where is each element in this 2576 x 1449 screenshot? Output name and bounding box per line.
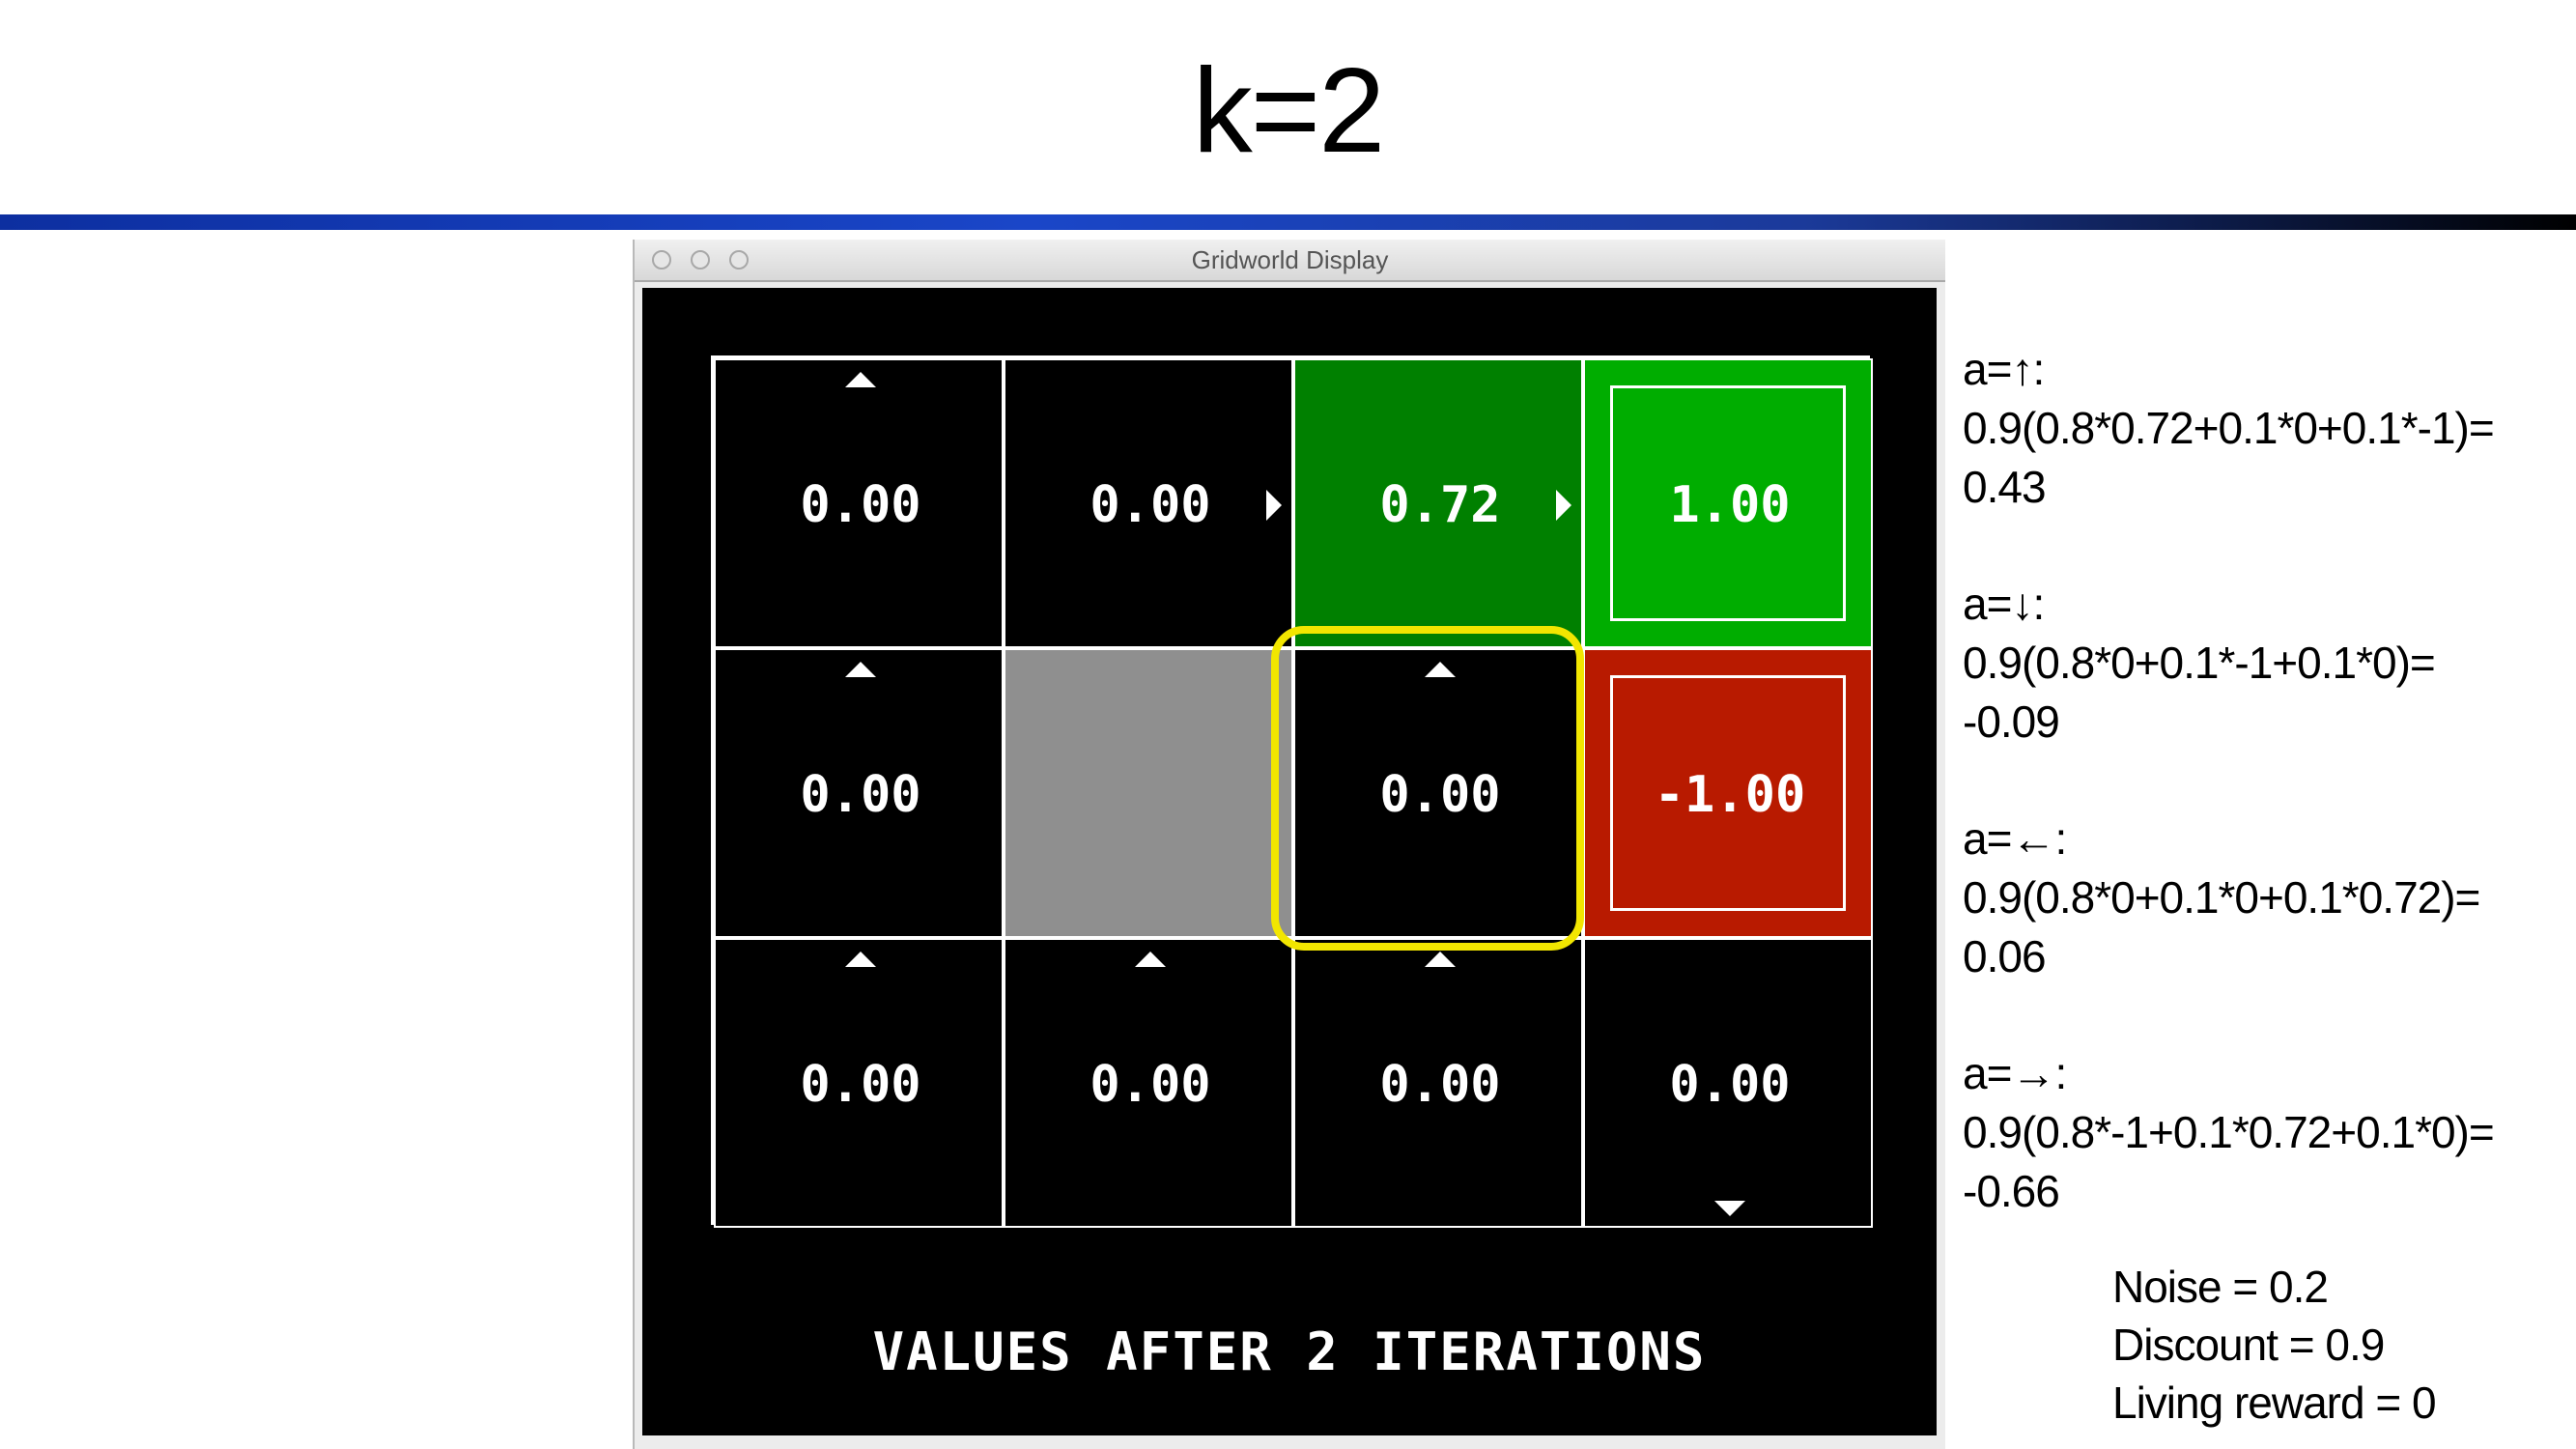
grid-cell-0-1: 0.00 bbox=[1004, 358, 1293, 648]
grid-cell-1-3-negative-terminal: -1.00 bbox=[1583, 648, 1873, 938]
grid-cell-0-0: 0.00 bbox=[714, 358, 1004, 648]
calc-result: -0.09 bbox=[1963, 696, 2060, 747]
cell-value: 0.00 bbox=[1379, 1056, 1501, 1114]
cell-value: 0.00 bbox=[1669, 1056, 1791, 1114]
calc-result: 0.43 bbox=[1963, 462, 2047, 512]
calc-formula: 0.9(0.8*-1+0.1*0.72+0.1*0)= bbox=[1963, 1107, 2495, 1157]
calc-action: a=←: bbox=[1963, 813, 2067, 864]
window-titlebar[interactable]: Gridworld Display bbox=[635, 240, 1945, 282]
cell-value: 0.72 bbox=[1379, 476, 1501, 534]
calc-action: a=↑: bbox=[1963, 344, 2045, 394]
calc-formula: 0.9(0.8*0.72+0.1*0+0.1*-1)= bbox=[1963, 403, 2495, 453]
grid-cell-2-3: 0.00 bbox=[1583, 938, 1873, 1228]
cell-value: 0.00 bbox=[1090, 476, 1211, 534]
policy-arrow-up-icon bbox=[845, 372, 876, 387]
calc-action: a=→: bbox=[1963, 1048, 2067, 1098]
calc-formula: 0.9(0.8*0+0.1*-1+0.1*0)= bbox=[1963, 638, 2436, 688]
noise-param: Noise = 0.2 bbox=[2112, 1262, 2329, 1312]
slide-title: k=2 bbox=[1192, 44, 1385, 178]
policy-arrow-up-icon bbox=[1425, 952, 1456, 967]
policy-arrow-right-icon bbox=[1266, 490, 1282, 521]
terminal-box bbox=[1610, 385, 1846, 621]
grid-cell-0-3-positive-terminal: 1.00 bbox=[1583, 358, 1873, 648]
window-zoom-button[interactable] bbox=[729, 250, 749, 270]
cell-value: 0.00 bbox=[1379, 766, 1501, 824]
cell-value: 0.00 bbox=[1090, 1056, 1211, 1114]
gridworld-window: Gridworld Display 0.00 0.00 0.72 1.00 bbox=[633, 240, 1945, 1449]
calculation-up: a=↑: 0.9(0.8*0.72+0.1*0+0.1*-1)= 0.43 bbox=[1963, 340, 2495, 517]
cell-value: 1.00 bbox=[1669, 476, 1791, 534]
policy-arrow-up-icon bbox=[845, 662, 876, 677]
cell-value: 0.00 bbox=[800, 476, 921, 534]
gridworld-canvas: 0.00 0.00 0.72 1.00 0.00 bbox=[642, 288, 1937, 1435]
policy-arrow-right-icon bbox=[1556, 490, 1571, 521]
terminal-box bbox=[1610, 675, 1846, 911]
calculation-left: a=←: 0.9(0.8*0+0.1*0+0.1*0.72)= 0.06 bbox=[1963, 810, 2480, 986]
grid-cell-1-0: 0.00 bbox=[714, 648, 1004, 938]
calc-result: -0.66 bbox=[1963, 1166, 2060, 1216]
title-rule bbox=[0, 214, 2576, 230]
living-reward-param: Living reward = 0 bbox=[2112, 1378, 2437, 1428]
window-minimize-button[interactable] bbox=[691, 250, 710, 270]
mdp-parameters: Noise = 0.2 Discount = 0.9 Living reward… bbox=[2112, 1258, 2437, 1432]
window-close-button[interactable] bbox=[652, 250, 671, 270]
cell-value: 0.00 bbox=[800, 1056, 921, 1114]
grid-cell-2-0: 0.00 bbox=[714, 938, 1004, 1228]
grid-caption: VALUES AFTER 2 ITERATIONS bbox=[872, 1321, 1707, 1382]
window-title: Gridworld Display bbox=[1191, 245, 1389, 274]
policy-arrow-up-icon bbox=[1425, 662, 1456, 677]
calc-result: 0.06 bbox=[1963, 931, 2047, 981]
grid-cell-2-1: 0.00 bbox=[1004, 938, 1293, 1228]
grid-cell-0-2: 0.72 bbox=[1293, 358, 1583, 648]
policy-arrow-up-icon bbox=[845, 952, 876, 967]
grid-cell-2-2: 0.00 bbox=[1293, 938, 1583, 1228]
calc-formula: 0.9(0.8*0+0.1*0+0.1*0.72)= bbox=[1963, 872, 2480, 923]
calc-action: a=↓: bbox=[1963, 579, 2045, 629]
calculation-right: a=→: 0.9(0.8*-1+0.1*0.72+0.1*0)= -0.66 bbox=[1963, 1044, 2495, 1221]
cell-value: 0.00 bbox=[800, 766, 921, 824]
calculation-down: a=↓: 0.9(0.8*0+0.1*-1+0.1*0)= -0.09 bbox=[1963, 575, 2436, 752]
cell-value: -1.00 bbox=[1654, 766, 1806, 824]
grid-cell-1-2: 0.00 bbox=[1293, 648, 1583, 938]
discount-param: Discount = 0.9 bbox=[2112, 1320, 2385, 1370]
grid-cell-1-1-wall bbox=[1004, 648, 1293, 938]
policy-arrow-up-icon bbox=[1135, 952, 1166, 967]
gridworld-grid: 0.00 0.00 0.72 1.00 0.00 bbox=[711, 355, 1873, 1228]
policy-arrow-down-icon bbox=[1714, 1201, 1745, 1216]
highlight-ring bbox=[1271, 626, 1584, 951]
